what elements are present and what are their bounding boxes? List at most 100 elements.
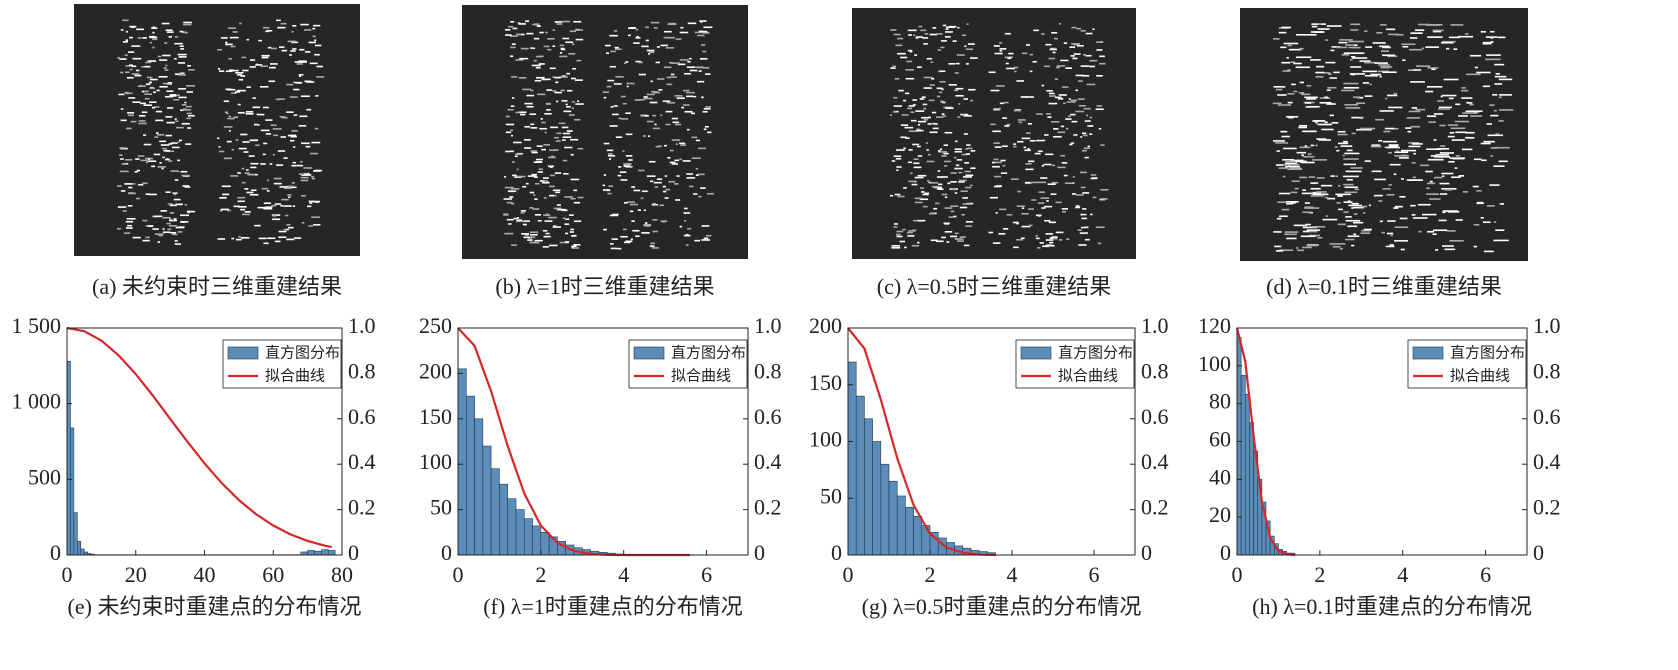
point: [1357, 96, 1364, 99]
point: [541, 78, 547, 81]
point: [266, 190, 270, 192]
point: [633, 189, 641, 192]
point: [237, 111, 245, 114]
y2-tick-label: 0.8: [348, 358, 376, 383]
point: [166, 121, 175, 124]
point: [893, 105, 902, 107]
point: [564, 196, 573, 198]
point: [1302, 230, 1310, 233]
y-tick-label: 500: [28, 464, 61, 489]
point-cloud: [503, 20, 715, 250]
point: [1071, 26, 1077, 29]
point: [534, 176, 538, 178]
point: [549, 185, 555, 188]
point: [1337, 133, 1348, 136]
point: [602, 91, 610, 94]
point: [162, 54, 171, 57]
point: [1071, 120, 1078, 123]
point: [156, 89, 160, 92]
point: [651, 203, 659, 206]
point: [231, 148, 235, 151]
point: [1470, 115, 1483, 117]
point: [545, 213, 549, 216]
point: [954, 89, 959, 92]
point: [1283, 42, 1299, 45]
point: [1465, 131, 1475, 134]
point: [1063, 102, 1066, 105]
point: [660, 114, 663, 117]
point: [511, 97, 515, 99]
point: [993, 108, 1000, 111]
point: [303, 167, 313, 169]
point: [1433, 176, 1443, 179]
point: [1437, 100, 1444, 102]
point: [1442, 211, 1446, 214]
point: [634, 99, 641, 101]
point: [565, 218, 570, 221]
point: [1279, 249, 1294, 252]
histogram-bar: [77, 541, 82, 556]
point: [184, 101, 187, 104]
point: [1324, 196, 1328, 199]
point: [691, 157, 701, 160]
point: [698, 195, 702, 198]
point: [529, 207, 534, 209]
point: [548, 194, 555, 197]
point: [262, 26, 270, 29]
point: [183, 108, 187, 110]
point: [552, 45, 556, 47]
point: [170, 142, 178, 144]
point: [1285, 201, 1299, 203]
point: [1443, 78, 1459, 81]
point: [252, 97, 256, 99]
point: [696, 80, 705, 83]
point: [904, 126, 914, 129]
point: [561, 20, 571, 23]
point: [1338, 142, 1349, 145]
point: [923, 118, 928, 121]
point: [1085, 32, 1093, 35]
point: [313, 223, 321, 226]
point: [179, 72, 185, 75]
point: [654, 186, 659, 188]
point: [516, 175, 526, 178]
point: [513, 217, 517, 220]
point: [283, 157, 288, 159]
point: [1364, 74, 1378, 77]
point: [554, 76, 561, 79]
point: [1392, 127, 1399, 130]
point: [681, 106, 685, 109]
point: [299, 48, 305, 51]
point: [259, 85, 269, 88]
point: [1343, 211, 1349, 213]
point: [154, 233, 164, 235]
point: [702, 32, 710, 34]
point: [1281, 135, 1290, 138]
point: [961, 34, 967, 37]
point: [1401, 43, 1416, 46]
fit-curve: [847, 327, 996, 557]
point: [1023, 146, 1027, 149]
point: [235, 139, 239, 141]
y2-tick-label: 0.6: [754, 404, 782, 429]
point: [1053, 37, 1058, 40]
point: [1364, 30, 1368, 33]
point: [641, 190, 648, 193]
point: [168, 225, 177, 227]
point: [1353, 213, 1358, 215]
point: [670, 73, 675, 76]
point: [122, 19, 129, 22]
point: [301, 142, 310, 145]
point: [1299, 81, 1304, 84]
point: [1380, 66, 1393, 68]
point: [1330, 49, 1335, 52]
point: [1382, 188, 1391, 190]
point: [1099, 62, 1106, 65]
point-cloud: [889, 23, 1109, 249]
point: [1313, 120, 1326, 122]
y-tick-label: 1 500: [12, 313, 62, 338]
point: [1362, 82, 1370, 84]
point: [1345, 107, 1361, 109]
